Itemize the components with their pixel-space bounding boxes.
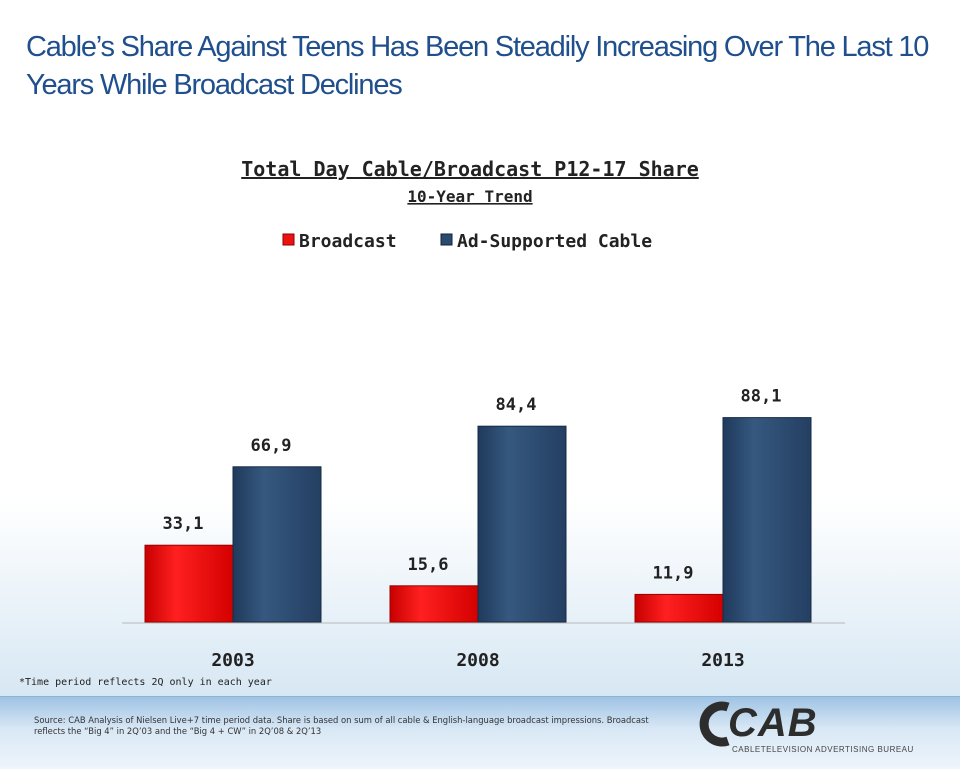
bar-broadcast-2008 xyxy=(389,585,479,623)
data-label-1-2008: 84,4 xyxy=(496,395,537,415)
data-label-0-2013: 11,9 xyxy=(653,563,694,583)
page-title: Cable’s Share Against Teens Has Been Ste… xyxy=(26,31,929,101)
bar-broadcast-2013 xyxy=(634,593,724,623)
x-tick-label-2013: 2013 xyxy=(701,650,744,671)
data-label-0-2008: 15,6 xyxy=(408,555,449,575)
chart-title: Total Day Cable/Broadcast P12-17 Share xyxy=(241,157,699,181)
source-note: Source: CAB Analysis of Nielsen Live+7 t… xyxy=(34,715,649,736)
footer-band: Source: CAB Analysis of Nielsen Live+7 t… xyxy=(0,696,960,769)
bar-ad-supported-cable-2013 xyxy=(722,417,812,623)
bar-ad-supported-cable-2008 xyxy=(477,425,567,623)
cab-logo-mark-icon xyxy=(699,701,730,747)
legend-swatch-1 xyxy=(440,233,453,246)
legend-label-1: Ad-Supported Cable xyxy=(457,231,652,252)
bar-ad-supported-cable-2003 xyxy=(232,466,322,623)
footnote: *Time period reflects 2Q only in each ye… xyxy=(19,677,272,688)
chart-subtitle: 10-Year Trend xyxy=(407,187,532,206)
x-tick-label-2008: 2008 xyxy=(456,650,499,671)
x-tick-label-2003: 2003 xyxy=(211,650,254,671)
legend-swatch-0 xyxy=(282,233,295,246)
data-label-0-2003: 33,1 xyxy=(163,514,204,534)
bar-chart: Total Day Cable/Broadcast P12-17 Share 10… xyxy=(122,157,845,671)
bar-broadcast-2003 xyxy=(144,544,234,623)
cab-logo-word: CAB xyxy=(728,701,818,745)
data-label-1-2013: 88,1 xyxy=(741,387,782,407)
cab-logo-tagline: CABLETELEVISION ADVERTISING BUREAU xyxy=(732,745,914,754)
cab-logo: CAB CABLETELEVISION ADVERTISING BUREAU xyxy=(698,697,918,763)
legend-label-0: Broadcast xyxy=(299,231,397,252)
data-label-1-2003: 66,9 xyxy=(251,436,292,456)
